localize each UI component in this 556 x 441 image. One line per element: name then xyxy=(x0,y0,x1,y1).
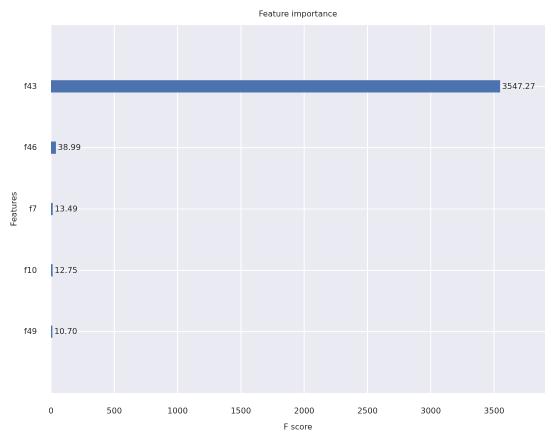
value-label: 12.75 xyxy=(55,266,78,275)
value-label: 38.99 xyxy=(58,143,81,152)
x-tick-label: 1000 xyxy=(167,407,187,416)
x-axis-label: F score xyxy=(284,423,313,432)
bar xyxy=(51,202,53,216)
value-label: 3547.27 xyxy=(502,82,535,91)
value-label: 13.49 xyxy=(55,205,78,214)
x-tick-label: 0 xyxy=(48,407,53,416)
y-tick-label: f10 xyxy=(24,266,37,275)
x-tick-label: 3500 xyxy=(484,407,504,416)
bar xyxy=(51,264,53,277)
value-label: 10.70 xyxy=(54,327,77,336)
y-tick-label: f49 xyxy=(24,327,37,336)
bar xyxy=(51,325,53,338)
y-tick-label: f43 xyxy=(24,82,37,91)
x-tick-label: 1500 xyxy=(231,407,251,416)
x-tick-label: 2000 xyxy=(294,407,314,416)
x-tick-label: 2500 xyxy=(357,407,377,416)
x-tick-label: 500 xyxy=(107,407,122,416)
bar xyxy=(51,80,501,93)
chart-title: Feature importance xyxy=(259,10,338,19)
x-tick-label: 3000 xyxy=(421,407,441,416)
bar xyxy=(51,141,56,154)
y-tick-label: f7 xyxy=(29,205,37,214)
y-axis-label: Features xyxy=(10,192,19,226)
y-tick-label: f46 xyxy=(24,143,37,152)
